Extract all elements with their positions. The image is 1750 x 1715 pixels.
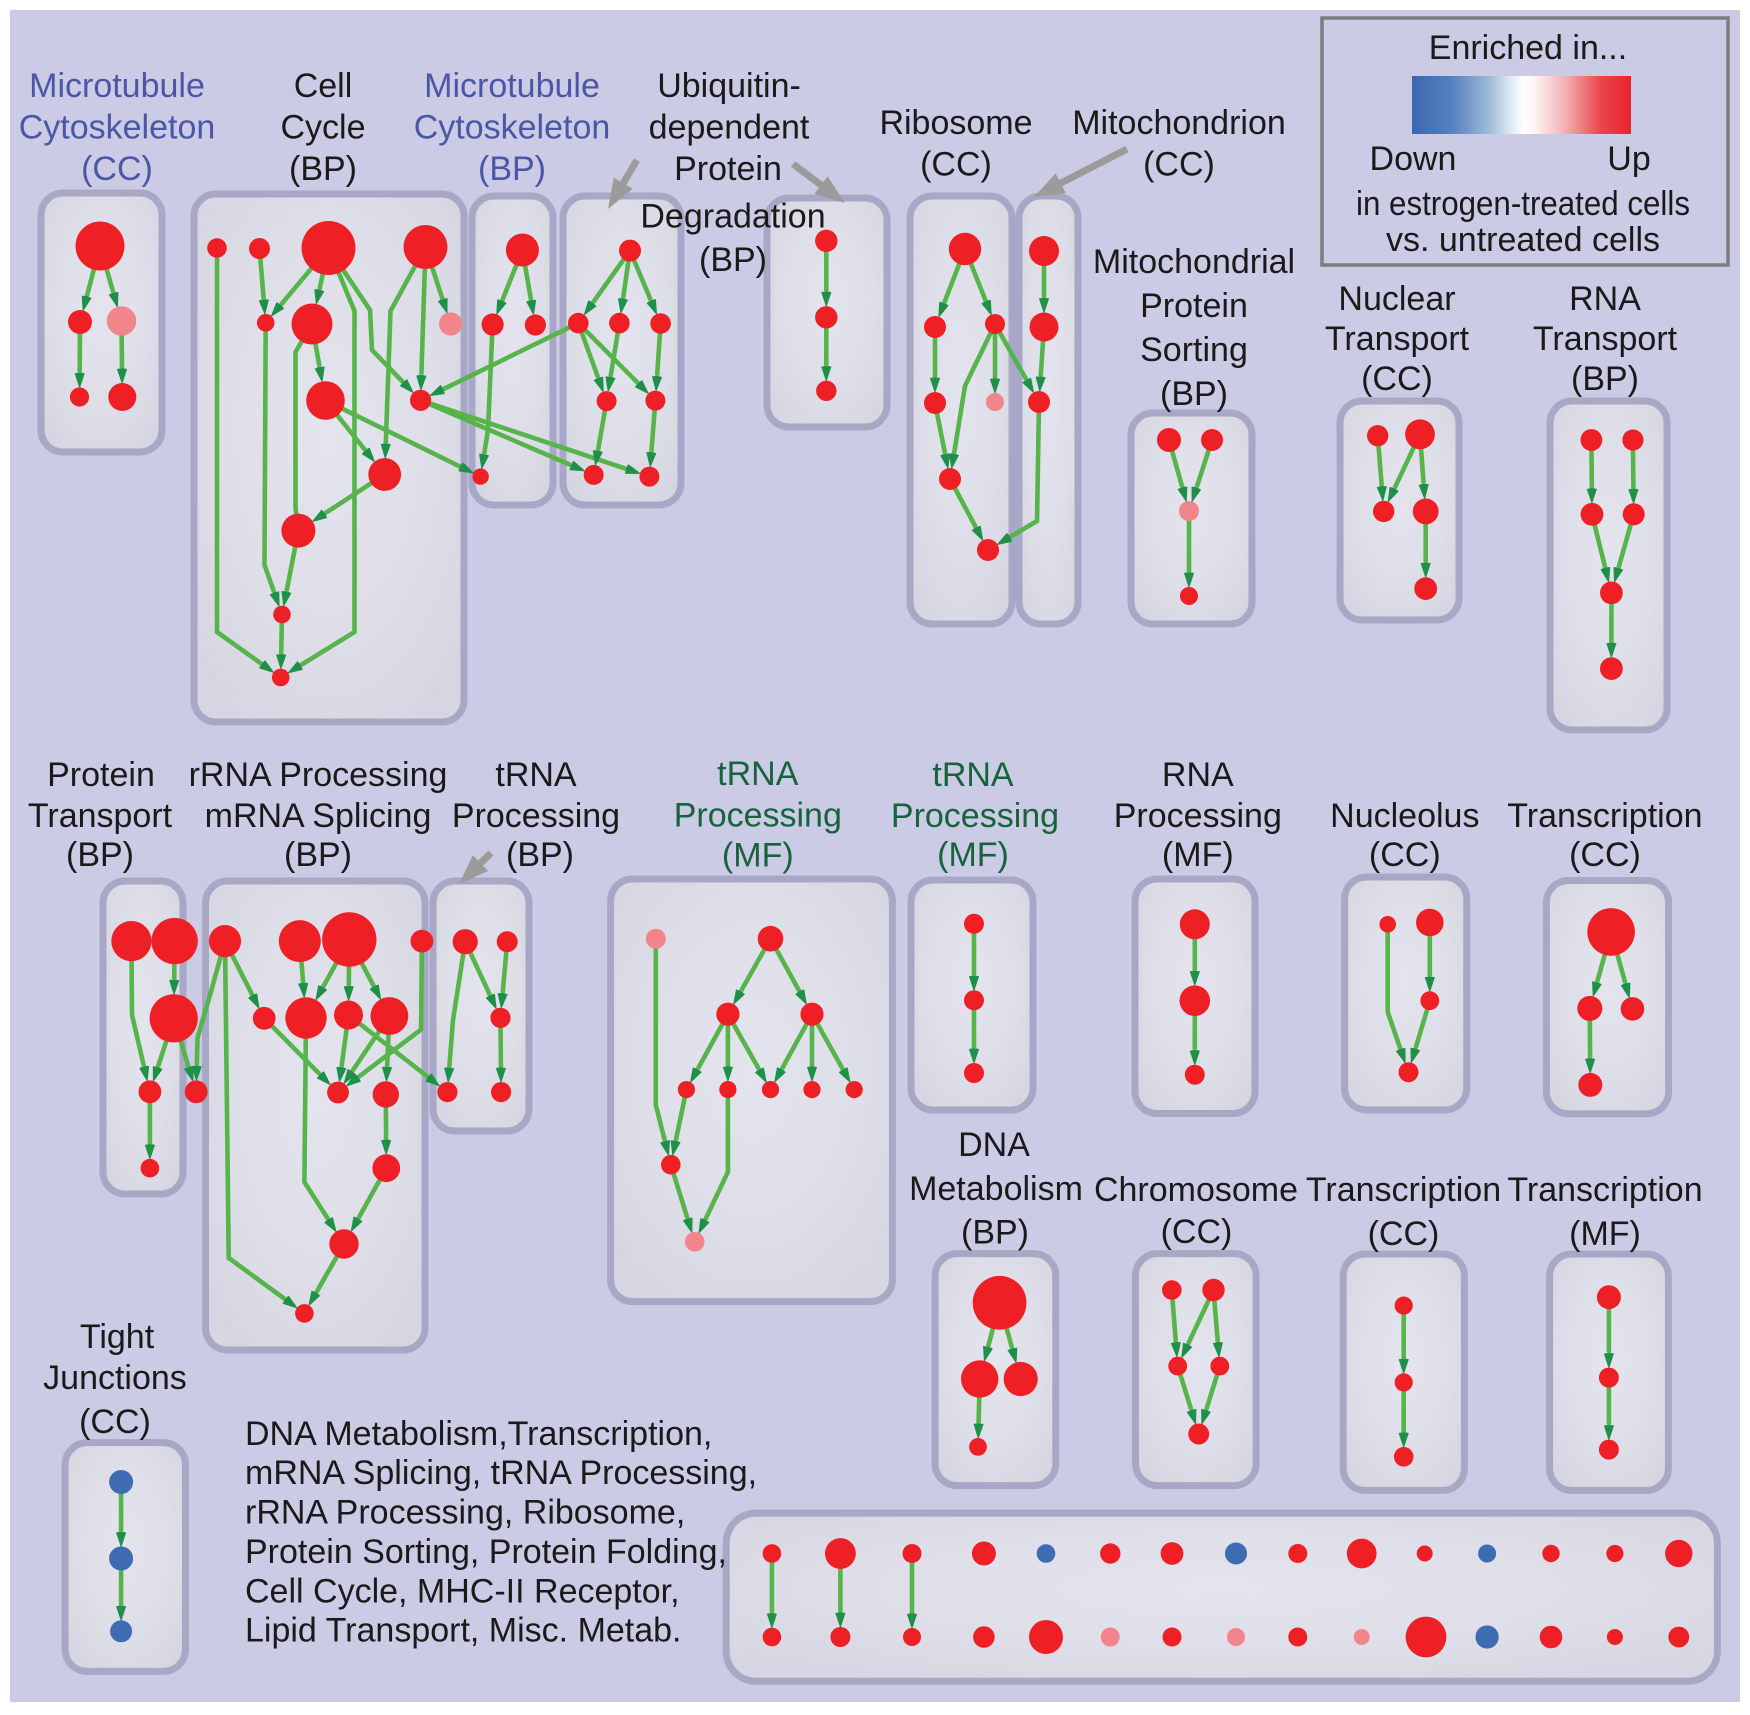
svg-text:tRNA: tRNA (495, 756, 577, 794)
svg-text:Processing: Processing (452, 797, 620, 835)
svg-text:Down: Down (1370, 140, 1457, 178)
svg-text:mRNA Splicing, tRNA Processing: mRNA Splicing, tRNA Processing, (245, 1454, 757, 1492)
svg-text:(MF): (MF) (1162, 836, 1234, 874)
svg-text:(CC): (CC) (81, 150, 153, 188)
svg-text:(BP): (BP) (961, 1214, 1029, 1252)
svg-text:Transcription: Transcription (1507, 1171, 1702, 1209)
svg-text:Protein: Protein (674, 150, 782, 188)
svg-text:DNA: DNA (958, 1126, 1030, 1164)
svg-text:Nuclear: Nuclear (1338, 280, 1455, 318)
svg-text:Cytoskeleton: Cytoskeleton (19, 109, 216, 147)
svg-text:(BP): (BP) (284, 836, 352, 874)
svg-text:Protein: Protein (47, 756, 155, 794)
svg-text:(BP): (BP) (699, 241, 767, 279)
svg-text:Transport: Transport (1325, 320, 1470, 358)
svg-text:tRNA: tRNA (932, 756, 1014, 794)
svg-text:tRNA: tRNA (717, 755, 799, 793)
svg-text:DNA Metabolism,Transcription,: DNA Metabolism,Transcription, (245, 1415, 712, 1453)
svg-text:Up: Up (1607, 140, 1650, 178)
svg-text:Microtubule: Microtubule (29, 67, 205, 105)
svg-text:(BP): (BP) (1571, 360, 1639, 398)
svg-text:(CC): (CC) (1569, 836, 1641, 874)
svg-text:Protein Sorting, Protein Foldi: Protein Sorting, Protein Folding, (245, 1533, 727, 1571)
svg-text:Mitochondrial: Mitochondrial (1093, 243, 1295, 281)
svg-text:Transport: Transport (1533, 320, 1678, 358)
svg-text:(CC): (CC) (920, 146, 992, 184)
svg-text:vs. untreated cells: vs. untreated cells (1386, 221, 1660, 259)
svg-text:rRNA Processing: rRNA Processing (189, 756, 448, 794)
svg-text:(MF): (MF) (722, 836, 794, 874)
svg-text:Sorting: Sorting (1140, 331, 1248, 369)
svg-text:Degradation: Degradation (640, 198, 825, 236)
svg-text:Tight: Tight (80, 1318, 155, 1356)
svg-text:Transport: Transport (28, 797, 173, 835)
svg-text:Processing: Processing (891, 797, 1059, 835)
svg-text:RNA: RNA (1569, 280, 1641, 318)
svg-text:(CC): (CC) (1361, 360, 1433, 398)
svg-text:(CC): (CC) (1368, 1215, 1440, 1253)
svg-text:(MF): (MF) (1569, 1215, 1641, 1253)
svg-text:mRNA Splicing: mRNA Splicing (205, 797, 432, 835)
svg-text:(CC): (CC) (1369, 836, 1441, 874)
svg-text:(CC): (CC) (79, 1403, 151, 1441)
svg-text:Lipid Transport, Misc. Metab.: Lipid Transport, Misc. Metab. (245, 1612, 682, 1650)
svg-text:Ribosome: Ribosome (879, 104, 1032, 142)
svg-text:(CC): (CC) (1143, 146, 1215, 184)
svg-text:Nucleolus: Nucleolus (1330, 797, 1479, 835)
svg-text:Processing: Processing (674, 796, 842, 834)
svg-text:dependent: dependent (649, 109, 810, 147)
svg-text:Transcription: Transcription (1507, 797, 1702, 835)
svg-text:Cycle: Cycle (280, 109, 365, 147)
svg-text:Mitochondrion: Mitochondrion (1072, 104, 1286, 142)
svg-text:in estrogen-treated cells: in estrogen-treated cells (1356, 185, 1690, 223)
svg-text:Protein: Protein (1140, 287, 1248, 325)
svg-text:(BP): (BP) (66, 836, 134, 874)
svg-text:(BP): (BP) (289, 150, 357, 188)
svg-text:(MF): (MF) (937, 836, 1009, 874)
svg-text:Cell Cycle, MHC-II Receptor,: Cell Cycle, MHC-II Receptor, (245, 1572, 680, 1610)
svg-text:Ubiquitin-: Ubiquitin- (657, 67, 801, 105)
svg-text:Microtubule: Microtubule (424, 67, 600, 105)
svg-text:rRNA Processing, Ribosome,: rRNA Processing, Ribosome, (245, 1494, 685, 1532)
svg-text:Enriched in...: Enriched in... (1429, 29, 1627, 67)
svg-text:Metabolism: Metabolism (909, 1170, 1083, 1208)
svg-text:(BP): (BP) (1160, 375, 1228, 413)
svg-text:(CC): (CC) (1161, 1213, 1233, 1251)
svg-text:RNA: RNA (1162, 756, 1234, 794)
svg-text:(BP): (BP) (506, 836, 574, 874)
svg-text:Processing: Processing (1114, 797, 1282, 835)
svg-text:Cell: Cell (294, 67, 353, 105)
svg-text:Junctions: Junctions (43, 1359, 187, 1397)
svg-text:(BP): (BP) (478, 150, 546, 188)
svg-text:Chromosome: Chromosome (1094, 1171, 1298, 1209)
svg-text:Cytoskeleton: Cytoskeleton (414, 109, 611, 147)
svg-text:Transcription: Transcription (1306, 1171, 1501, 1209)
